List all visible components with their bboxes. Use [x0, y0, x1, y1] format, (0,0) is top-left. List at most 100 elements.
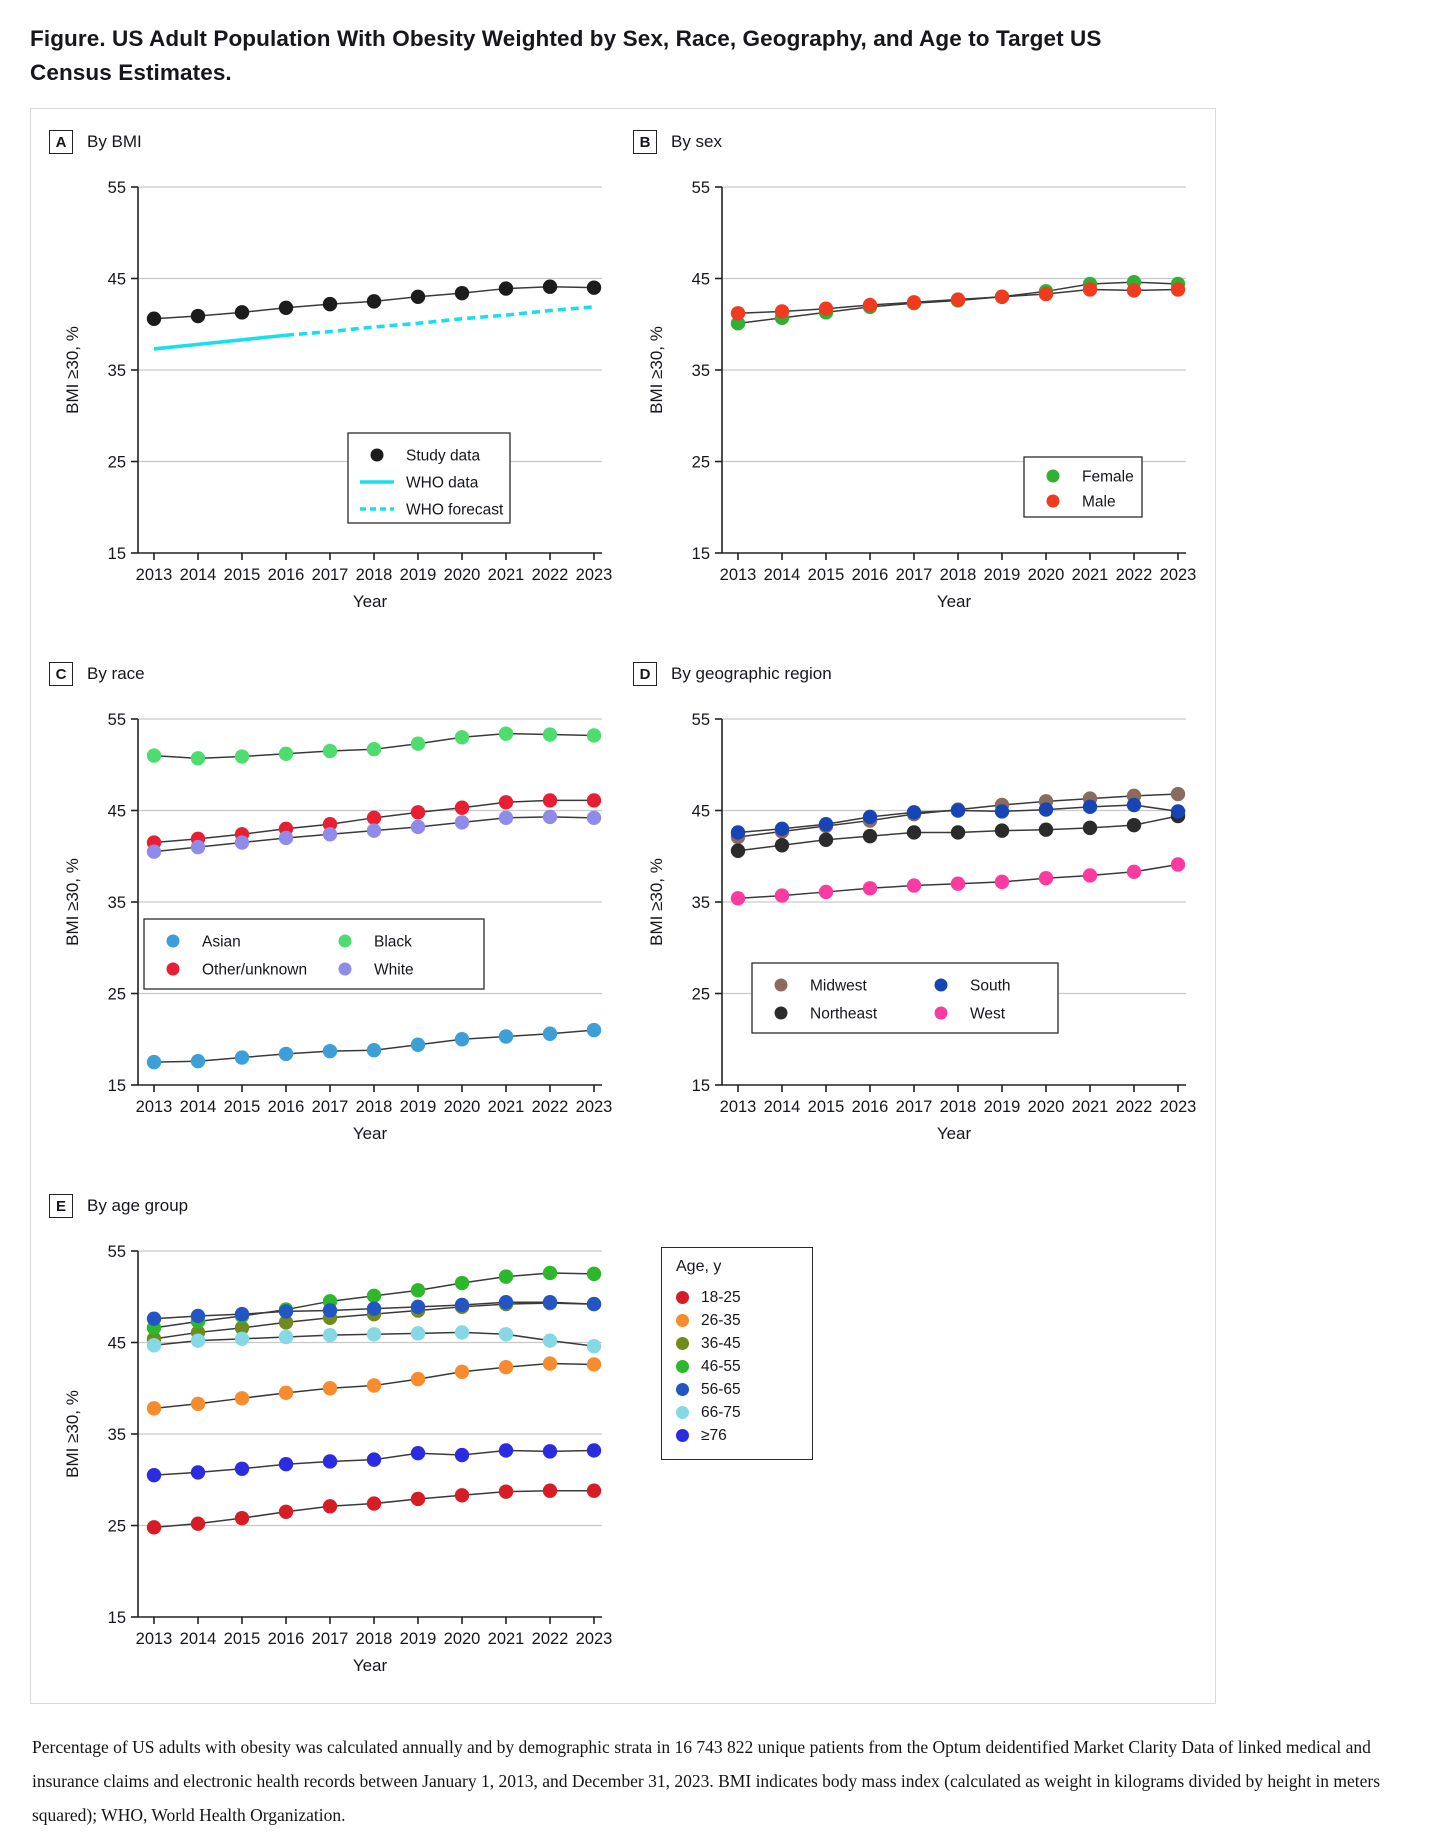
series-WHO forecast	[285, 305, 595, 338]
x-tick-label: 2015	[808, 1098, 845, 1116]
x-tick-label: 2023	[576, 1630, 613, 1648]
data-point	[1170, 804, 1186, 819]
data-point	[278, 1456, 294, 1472]
data-point	[146, 1401, 162, 1416]
data-point	[818, 817, 834, 832]
data-point	[1170, 857, 1186, 872]
panel-a-label-box: A	[49, 130, 73, 154]
age-legend-item-label: 46-55	[701, 1357, 741, 1375]
panel-grid: A By BMI 15 25 35 45 55 2013 2014 2015 2016 2017 2…	[47, 127, 1199, 1677]
legend-item-label: Male	[1082, 494, 1116, 511]
y-tick-label: 15	[108, 1609, 126, 1627]
data-point	[234, 1510, 250, 1526]
x-tick-label: 2023	[576, 1098, 613, 1116]
data-point	[950, 825, 966, 840]
age-legend-item: 56-65	[676, 1378, 802, 1401]
legend: Female Male	[1023, 456, 1143, 518]
data-point	[410, 1283, 426, 1298]
x-tick-label: 2019	[984, 1098, 1021, 1116]
panel-a-title: By BMI	[87, 132, 142, 151]
data-point	[366, 294, 382, 309]
panel-b: B By sex 15 25 35 45 55 2013 2014 2015 2016 2017 2…	[631, 127, 1197, 613]
x-tick-label: 2017	[312, 1098, 349, 1116]
data-point	[278, 1315, 294, 1330]
gridlines	[138, 186, 602, 463]
y-tick-label: 15	[692, 545, 710, 563]
x-tick-label: 2018	[940, 1098, 977, 1116]
legend-dot-icon	[676, 1429, 689, 1442]
data-point	[906, 825, 922, 840]
y-tick-label: 25	[108, 1518, 126, 1536]
x-tick-label: 2017	[896, 1098, 933, 1116]
data-point	[1082, 282, 1098, 297]
data-point	[862, 828, 878, 844]
panel-b-header: B By sex	[633, 127, 1197, 157]
x-tick-label: 2020	[1028, 1098, 1065, 1116]
age-legend-item: 36-45	[676, 1332, 802, 1355]
data-point	[542, 727, 558, 742]
data-point	[190, 308, 206, 324]
data-point	[146, 1467, 162, 1483]
data-point	[322, 817, 338, 832]
series-Other/unknown	[146, 793, 602, 850]
data-point	[774, 838, 790, 853]
y-tick-label: 55	[108, 1243, 126, 1261]
data-point	[366, 1043, 382, 1058]
legend-dot-icon	[676, 1291, 689, 1304]
x-tick-label: 2016	[852, 566, 889, 584]
data-point	[146, 311, 162, 326]
x-tick-label: 2019	[400, 1098, 437, 1116]
age-legend-items: 18-25 26-35 36-45 46-55 56-65 66-75 ≥76	[676, 1286, 802, 1447]
data-point	[454, 800, 470, 815]
panel-d-title: By geographic region	[671, 664, 832, 683]
x-tick-label: 2020	[444, 1630, 481, 1648]
data-point	[818, 884, 834, 900]
data-point	[366, 1301, 382, 1316]
data-point	[234, 835, 250, 850]
x-tick-label: 2016	[268, 1630, 305, 1648]
data-point	[542, 1333, 558, 1348]
data-point	[146, 1338, 162, 1353]
y-axis-label: BMI ≥30, %	[647, 326, 666, 414]
x-tick-label: 2022	[532, 1630, 569, 1648]
y-tick-label: 55	[108, 179, 126, 197]
y-tick-label: 25	[108, 454, 126, 472]
data-point	[1170, 786, 1186, 802]
legend-item-label: Asian	[202, 934, 241, 951]
series-26-35	[146, 1356, 602, 1416]
series-56-65	[146, 1295, 602, 1326]
y-tick-label: 45	[108, 271, 126, 289]
y-tick-label: 25	[108, 986, 126, 1004]
data-point	[454, 1297, 470, 1313]
series-WHO data	[153, 333, 287, 351]
data-point	[146, 1311, 162, 1326]
panel-a: A By BMI 15 25 35 45 55 2013 2014 2015 2016 2017 2…	[47, 127, 613, 613]
x-tick-label: 2021	[1072, 566, 1109, 584]
data-point	[1170, 282, 1186, 297]
series-18-25	[146, 1483, 602, 1535]
x-tick-label: 2023	[1160, 566, 1197, 584]
data-point	[322, 1327, 338, 1343]
age-legend-item-label: 18-25	[701, 1288, 741, 1306]
age-legend-item-label: 36-45	[701, 1334, 741, 1352]
data-point	[454, 730, 470, 745]
legend-item-label: Midwest	[810, 978, 868, 995]
data-point	[994, 874, 1010, 890]
data-point	[498, 1484, 514, 1499]
data-point	[730, 843, 746, 858]
y-tick-label: 25	[692, 454, 710, 472]
figure-caption: Percentage of US adults with obesity was…	[32, 1737, 1381, 1825]
panel-c: C By race 15 25 35 45 55 2013 2014 2015 2016 2017…	[47, 659, 613, 1145]
chart-by-race: 15 25 35 45 55 2013 2014 2015 2016 2017 2018 2019 20…	[63, 711, 613, 1143]
age-legend-item: ≥76	[676, 1424, 802, 1447]
data-point	[234, 1391, 250, 1406]
x-tick-label: 2014	[180, 1098, 217, 1116]
data-point	[234, 1331, 250, 1347]
legend-dot-icon	[676, 1406, 689, 1419]
x-tick-label: 2021	[1072, 1098, 1109, 1116]
series-66-75	[146, 1325, 602, 1354]
y-tick-label: 35	[692, 894, 710, 912]
axes: 15 25 35 45 55 2013 2014 2015 2016 2017 2018 2019 20…	[63, 1243, 612, 1675]
data-point	[190, 1465, 206, 1480]
data-point	[950, 876, 966, 891]
